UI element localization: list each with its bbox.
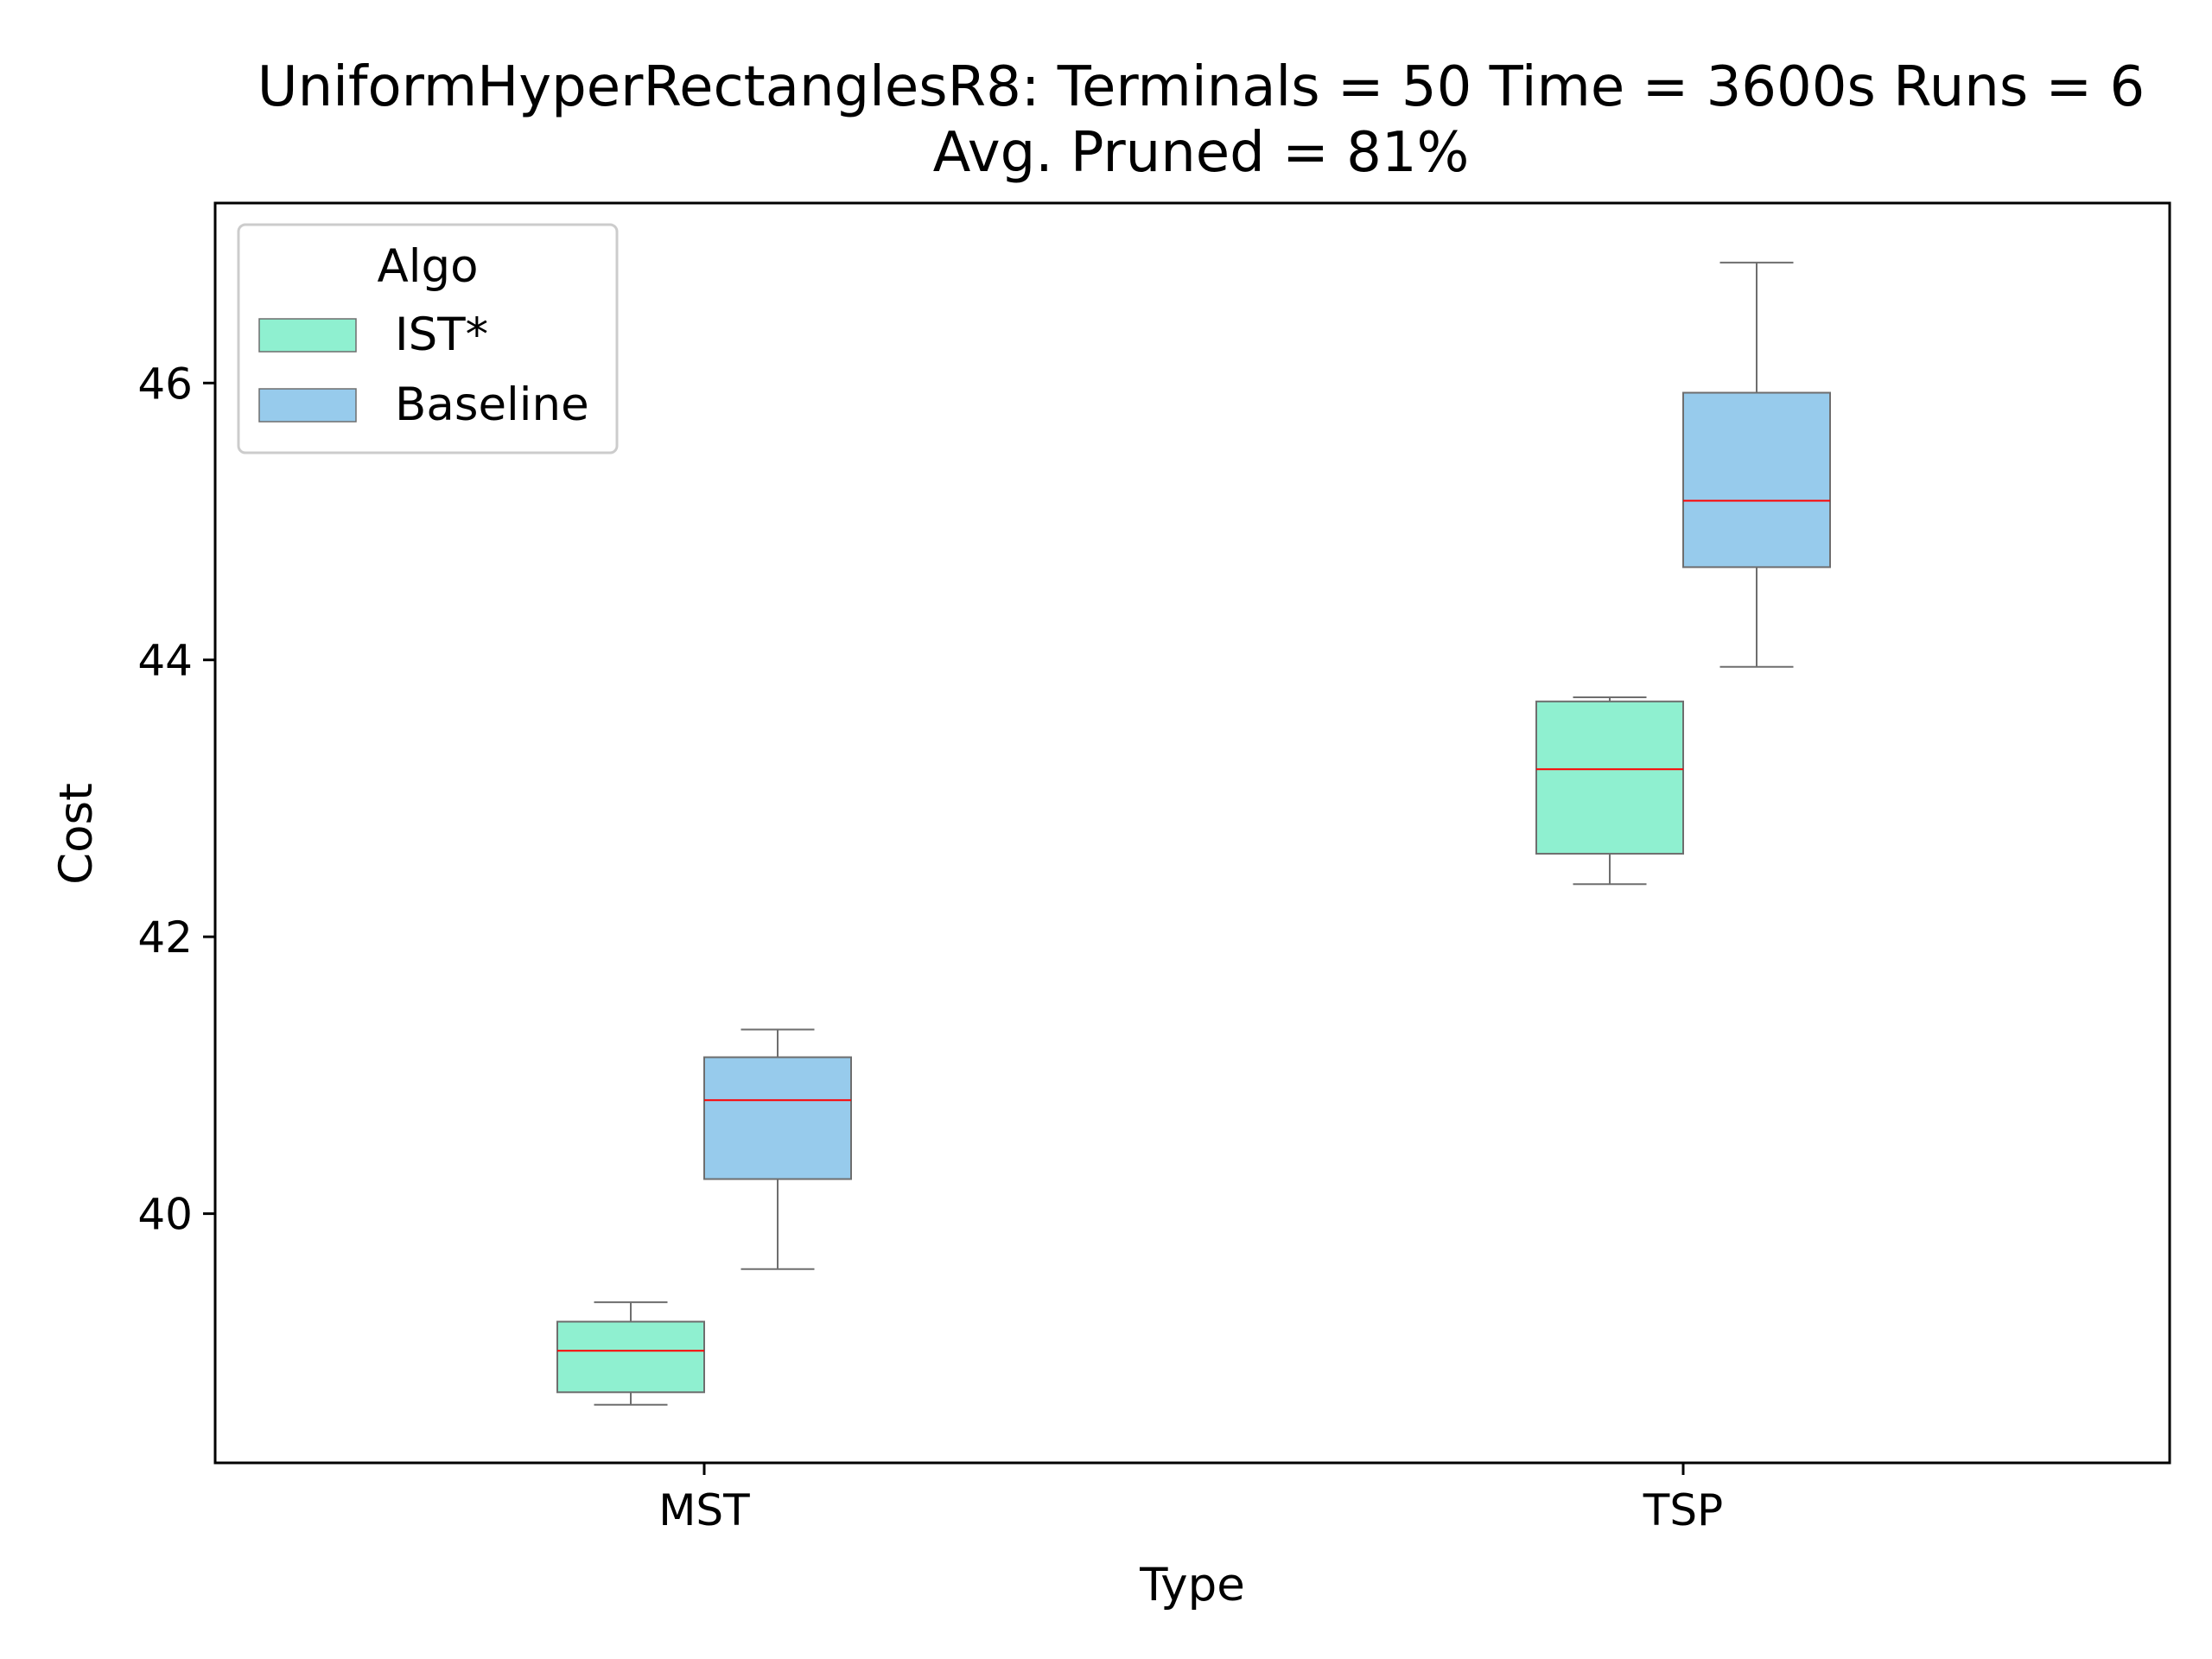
axes-frame [213, 201, 2171, 1465]
box-ist-mst-iqr-box [556, 1320, 705, 1394]
x-axis-label: Type [1139, 1559, 1245, 1611]
x-axis: MST TSP [658, 1463, 1723, 1535]
box-ist-tsp-iqr-box [1535, 700, 1684, 855]
y-tick-label: 46 [137, 359, 193, 409]
y-tick-label: 40 [137, 1190, 193, 1240]
y-tick-label: 42 [137, 912, 193, 963]
box-baseline-mst-iqr-box [703, 1056, 852, 1180]
x-tick-label-mst: MST [658, 1485, 750, 1535]
box-baseline-mst [703, 1028, 852, 1270]
legend-label-baseline: Baseline [395, 378, 589, 431]
y-axis: 40 42 44 46 [137, 359, 215, 1240]
legend: Algo IST* Baseline [237, 223, 619, 454]
box-ist-mst [556, 1301, 705, 1406]
y-tick-label: 44 [137, 636, 193, 686]
box-ist-tsp [1535, 696, 1684, 886]
legend-title: Algo [377, 240, 478, 293]
legend-swatch-baseline [258, 388, 357, 423]
box-baseline-tsp-iqr-box [1682, 391, 1831, 569]
plot-area [556, 261, 1831, 1406]
y-axis-label: Cost [50, 783, 103, 885]
box-baseline-tsp [1682, 261, 1831, 668]
legend-swatch-ist [258, 318, 357, 353]
x-tick-label-tsp: TSP [1643, 1485, 1723, 1535]
chart-subtitle: Avg. Pruned = 81% [933, 121, 1470, 185]
chart-title: UniformHyperRectanglesR8: Terminals = 50… [257, 55, 2145, 119]
legend-label-ist: IST* [395, 308, 488, 361]
